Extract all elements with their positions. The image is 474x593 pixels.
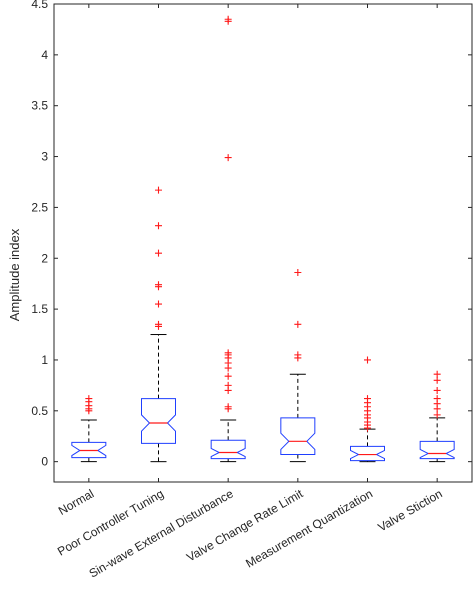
outlier-marker	[155, 222, 162, 230]
plot-frame	[53, 3, 473, 483]
outlier-marker	[155, 281, 162, 289]
outlier-marker	[433, 386, 441, 394]
y-tick-label: 4	[41, 48, 48, 62]
y-tick-label: 1.5	[31, 302, 48, 316]
outlier-marker	[155, 300, 162, 308]
outlier-marker	[294, 268, 302, 276]
y-tick-label: 0	[41, 455, 48, 469]
box-group-1	[141, 186, 176, 463]
y-tick-label: 3.5	[31, 99, 48, 113]
outlier-marker	[155, 186, 162, 194]
notched-box	[419, 440, 455, 460]
notched-box	[350, 445, 385, 462]
outlier-marker	[294, 320, 302, 328]
outlier-marker	[433, 376, 441, 384]
outlier-marker	[224, 15, 232, 23]
outlier-marker	[224, 381, 232, 389]
outlier-marker	[224, 349, 232, 357]
y-tick-label: 4.5	[31, 0, 48, 11]
box-group-5	[419, 370, 455, 463]
y-tick-label: 2	[41, 251, 48, 265]
box-group-4	[350, 356, 385, 463]
outlier-marker	[433, 411, 441, 419]
y-tick-label: 1	[41, 353, 48, 367]
x-tick-label: Normal	[56, 486, 96, 517]
outlier-marker	[85, 395, 93, 403]
outlier-marker	[155, 249, 162, 257]
box-group-2	[210, 15, 246, 463]
outlier-marker	[224, 403, 232, 411]
box-group-0	[71, 395, 107, 463]
y-tick-label: 2.5	[31, 200, 48, 214]
y-tick-label: 0.5	[31, 404, 48, 418]
outlier-marker	[224, 372, 232, 380]
outlier-marker	[433, 370, 441, 378]
notched-box	[280, 417, 316, 456]
box-group-3	[280, 268, 316, 463]
outlier-marker	[155, 320, 162, 328]
outlier-marker	[364, 356, 371, 364]
notched-box	[210, 439, 246, 460]
y-axis-label: Amplitude index	[7, 228, 22, 321]
x-tick-label: Measurement Quantization	[243, 486, 375, 570]
outlier-marker	[294, 351, 302, 359]
y-tick-label: 3	[41, 150, 48, 164]
outlier-marker	[364, 395, 371, 403]
x-tick-label: Valve Stiction	[375, 486, 444, 534]
notched-box	[141, 398, 176, 444]
x-tick-label: Valve Change Rate Limit	[184, 486, 306, 564]
notched-box	[71, 441, 107, 459]
outlier-marker	[224, 154, 232, 162]
outlier-marker	[433, 395, 441, 403]
